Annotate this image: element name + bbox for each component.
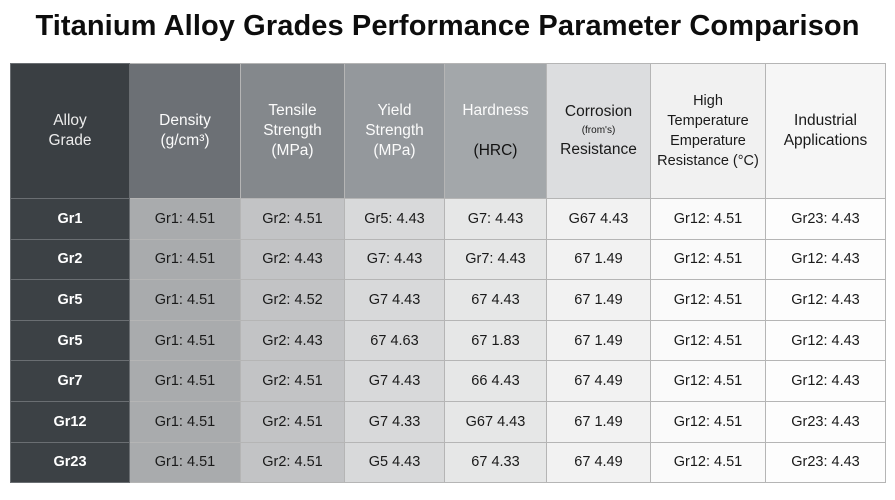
cell-industrial-applications: Gr23: 4.43 bbox=[765, 198, 886, 240]
cell-yield-strength: G5 4.43 bbox=[344, 441, 445, 484]
cell-hardness: G67 4.43 bbox=[444, 400, 547, 443]
cell-corrosion-resistance: 67 4.49 bbox=[546, 360, 651, 402]
table-row: Gr23 Gr1: 4.51 Gr2: 4.51 G5 4.43 67 4.33 67 4… bbox=[10, 441, 886, 484]
cell-tensile-strength: Gr2: 4.52 bbox=[240, 279, 345, 321]
cell-yield-strength: G7: 4.43 bbox=[344, 238, 445, 281]
cell-grade: Gr2 bbox=[10, 238, 130, 281]
cell-yield-strength: Gr5: 4.43 bbox=[344, 198, 445, 240]
cell-yield-strength: G7 4.33 bbox=[344, 400, 445, 443]
cell-tensile-strength: Gr2: 4.51 bbox=[240, 441, 345, 484]
header-density: Density (g/cm³) bbox=[129, 63, 241, 199]
cell-industrial-applications: Gr23: 4.43 bbox=[765, 441, 886, 484]
header-high-temperature: High Temperature Emperature Resistance (°C) bbox=[650, 63, 766, 199]
cell-corrosion-resistance: G67 4.43 bbox=[546, 198, 651, 240]
cell-high-temperature: Gr12: 4.51 bbox=[650, 198, 766, 240]
cell-yield-strength: G7 4.43 bbox=[344, 279, 445, 321]
cell-grade: Gr7 bbox=[10, 360, 130, 402]
cell-tensile-strength: Gr2: 4.51 bbox=[240, 198, 345, 240]
cell-hardness: 67 4.33 bbox=[444, 441, 547, 484]
table-row: Gr5 Gr1: 4.51 Gr2: 4.52 G7 4.43 67 4.43 67 1.… bbox=[10, 279, 886, 321]
cell-yield-strength: G7 4.43 bbox=[344, 360, 445, 402]
cell-industrial-applications: Gr12: 4.43 bbox=[765, 360, 886, 402]
cell-yield-strength: 67 4.63 bbox=[344, 319, 445, 362]
cell-corrosion-resistance: 67 1.49 bbox=[546, 319, 651, 362]
cell-high-temperature: Gr12: 4.51 bbox=[650, 400, 766, 443]
header-yield-strength: Yield Strength (MPa) bbox=[344, 63, 445, 199]
header-hardness: Hardness (HRC) bbox=[444, 63, 547, 199]
header-corrosion-resistance: Corrosion (from's) Resistance bbox=[546, 63, 651, 199]
cell-high-temperature: Gr12: 4.51 bbox=[650, 441, 766, 484]
cell-corrosion-resistance: 67 4.49 bbox=[546, 441, 651, 484]
table-row: Gr12 Gr1: 4.51 Gr2: 4.51 G7 4.33 G67 4.43 67 … bbox=[10, 400, 886, 443]
cell-high-temperature: Gr12: 4.51 bbox=[650, 360, 766, 402]
cell-hardness: 67 4.43 bbox=[444, 279, 547, 321]
cell-hardness: Gr7: 4.43 bbox=[444, 238, 547, 281]
cell-hardness: 66 4.43 bbox=[444, 360, 547, 402]
cell-tensile-strength: Gr2: 4.51 bbox=[240, 400, 345, 443]
cell-corrosion-resistance: 67 1.49 bbox=[546, 238, 651, 281]
cell-high-temperature: Gr12: 4.51 bbox=[650, 279, 766, 321]
cell-grade: Gr23 bbox=[10, 441, 130, 484]
cell-grade: Gr5 bbox=[10, 319, 130, 362]
header-alloy-grade: Alloy Grade bbox=[10, 63, 130, 199]
header-row: Alloy Grade Density (g/cm³) Tensile Strengt… bbox=[10, 63, 886, 199]
cell-tensile-strength: Gr2: 4.43 bbox=[240, 238, 345, 281]
chart-title: Titanium Alloy Grades Performance Parame… bbox=[35, 10, 860, 42]
table-row: Gr1 Gr1: 4.51 Gr2: 4.51 Gr5: 4.43 G7: 4.43 G6… bbox=[10, 198, 886, 240]
cell-grade: Gr1 bbox=[10, 198, 130, 240]
table-row: Gr7 Gr1: 4.51 Gr2: 4.51 G7 4.43 66 4.43 67 4.… bbox=[10, 360, 886, 402]
cell-density: Gr1: 4.51 bbox=[129, 238, 241, 281]
table-row: Gr2 Gr1: 4.51 Gr2: 4.43 G7: 4.43 Gr7: 4.43 67… bbox=[10, 238, 886, 281]
cell-hardness: G7: 4.43 bbox=[444, 198, 547, 240]
cell-tensile-strength: Gr2: 4.51 bbox=[240, 360, 345, 402]
cell-corrosion-resistance: 67 1.49 bbox=[546, 279, 651, 321]
cell-corrosion-resistance: 67 1.49 bbox=[546, 400, 651, 443]
cell-industrial-applications: Gr12: 4.43 bbox=[765, 238, 886, 281]
comparison-table: Alloy Grade Density (g/cm³) Tensile Strengt… bbox=[10, 63, 886, 484]
cell-grade: Gr5 bbox=[10, 279, 130, 321]
cell-density: Gr1: 4.51 bbox=[129, 319, 241, 362]
cell-hardness: 67 1.83 bbox=[444, 319, 547, 362]
cell-grade: Gr12 bbox=[10, 400, 130, 443]
cell-tensile-strength: Gr2: 4.43 bbox=[240, 319, 345, 362]
cell-density: Gr1: 4.51 bbox=[129, 198, 241, 240]
cell-density: Gr1: 4.51 bbox=[129, 360, 241, 402]
cell-industrial-applications: Gr23: 4.43 bbox=[765, 400, 886, 443]
cell-high-temperature: Gr12: 4.51 bbox=[650, 238, 766, 281]
cell-density: Gr1: 4.51 bbox=[129, 441, 241, 484]
header-tensile-strength: Tensile Strength (MPa) bbox=[240, 63, 345, 199]
cell-industrial-applications: Gr12: 4.43 bbox=[765, 319, 886, 362]
cell-industrial-applications: Gr12: 4.43 bbox=[765, 279, 886, 321]
cell-high-temperature: Gr12: 4.51 bbox=[650, 319, 766, 362]
table-row: Gr5 Gr1: 4.51 Gr2: 4.43 67 4.63 67 1.83 67 1.… bbox=[10, 319, 886, 362]
cell-density: Gr1: 4.51 bbox=[129, 400, 241, 443]
cell-density: Gr1: 4.51 bbox=[129, 279, 241, 321]
header-industrial-applications: Industrial Applications bbox=[765, 63, 886, 199]
